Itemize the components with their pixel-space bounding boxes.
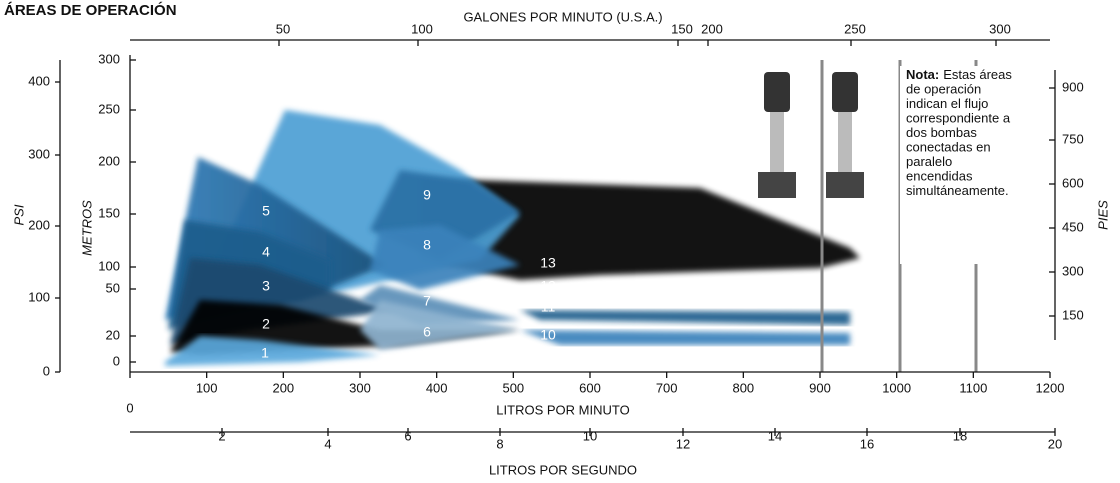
lpm-tick-label: 0 xyxy=(126,400,133,415)
metros-tick-label: 150 xyxy=(98,205,120,220)
top-tick-label: 150 xyxy=(671,21,693,36)
metros-tick-label: 300 xyxy=(98,51,120,66)
area-label: 6 xyxy=(423,324,431,340)
lpm-label: LITROS POR MINUTO xyxy=(496,402,629,417)
pump-images xyxy=(758,72,864,198)
pies-tick-label: 150 xyxy=(1062,307,1084,322)
note-line: paralelo xyxy=(906,154,952,169)
lpm-tick-label: 800 xyxy=(732,380,754,395)
area-label: 10 xyxy=(540,327,556,343)
psi-tick-label: 300 xyxy=(28,146,50,161)
note-line: correspondiente a xyxy=(906,111,1011,126)
note-line: conectadas en xyxy=(906,140,991,155)
lpm-tick-label: 400 xyxy=(426,380,448,395)
note-line: simultáneamente. xyxy=(906,183,1009,198)
lpm-tick-label: 1000 xyxy=(882,380,911,395)
lps-tick-label: 8 xyxy=(496,436,503,451)
note-line: dos bombas xyxy=(906,125,977,140)
lps-tick-label: 14 xyxy=(768,428,782,443)
lpm-tick-label: 900 xyxy=(809,380,831,395)
pies-tick-label: 300 xyxy=(1062,263,1084,278)
note: Nota: Estas áreas de operación indican el f… xyxy=(906,67,1012,198)
lps-tick-label: 16 xyxy=(860,436,874,451)
note-line: indican el flujo xyxy=(906,96,988,111)
area-shape xyxy=(360,300,520,350)
note-line: encendidas xyxy=(906,169,973,184)
metros-tick-label: 20 xyxy=(106,327,120,342)
lps-tick-label: 10 xyxy=(583,428,597,443)
area-label: 11 xyxy=(541,299,556,315)
note-heading: Nota: xyxy=(906,67,939,82)
top-tick-label: 250 xyxy=(844,21,866,36)
lpm-tick-label: 700 xyxy=(656,380,678,395)
title: ÁREAS DE OPERACIÓN xyxy=(4,1,177,19)
metros-label: METROS xyxy=(79,200,94,256)
top-tick-label: 100 xyxy=(411,21,433,36)
area-label: 3 xyxy=(262,278,270,294)
area-shape xyxy=(520,310,850,325)
top-tick-label: 200 xyxy=(701,21,723,36)
area-label: 2 xyxy=(262,316,270,332)
pies-tick-label: 900 xyxy=(1062,79,1084,94)
metros-tick-label: 50 xyxy=(106,280,120,295)
pies-tick-label: 600 xyxy=(1062,175,1084,190)
lps-label: LITROS POR SEGUNDO xyxy=(489,462,637,477)
psi-tick-label: 400 xyxy=(28,73,50,88)
area-label: 7 xyxy=(423,293,431,309)
area-label: 8 xyxy=(423,237,431,253)
lps-tick-label: 12 xyxy=(676,436,690,451)
psi-tick-label: 100 xyxy=(28,289,50,304)
lpm-tick-label: 300 xyxy=(349,380,371,395)
top-tick-label: 50 xyxy=(276,21,290,36)
lpm-tick-label: 500 xyxy=(502,380,524,395)
pies-label: PIES xyxy=(1095,200,1110,230)
psi-tick-label: 0 xyxy=(43,363,50,378)
lpm-tick-label: 1200 xyxy=(1036,380,1065,395)
area-shape xyxy=(420,178,860,280)
area-label: 5 xyxy=(262,203,270,219)
area-shape xyxy=(520,330,850,345)
lpm-tick-label: 100 xyxy=(196,380,218,395)
metros-tick-label: 0 xyxy=(113,353,120,368)
lpm-tick-label: 1100 xyxy=(959,380,987,395)
lps-tick-label: 20 xyxy=(1048,436,1062,451)
note-line: de operación xyxy=(906,82,981,97)
areas xyxy=(165,110,860,366)
lpm-tick-label: 200 xyxy=(272,380,294,395)
psi-tick-label: 200 xyxy=(28,217,50,232)
area-label: 12 xyxy=(540,278,556,294)
pies-tick-label: 450 xyxy=(1062,219,1084,234)
metros-tick-label: 200 xyxy=(98,153,120,168)
metros-tick-label: 250 xyxy=(98,101,120,116)
area-shape xyxy=(370,225,520,290)
lpm-tick-label: 600 xyxy=(579,380,601,395)
lps-tick-label: 4 xyxy=(324,436,331,451)
note-line: Estas áreas xyxy=(943,67,1012,82)
metros-tick-label: 100 xyxy=(98,258,120,273)
area-label: 4 xyxy=(262,244,270,260)
top-axis-label: GALONES POR MINUTO (U.S.A.) xyxy=(463,9,662,24)
lps-tick-label: 18 xyxy=(953,428,967,443)
area-label: 13 xyxy=(540,255,556,271)
note-box xyxy=(900,66,1048,264)
area-label: 1 xyxy=(261,345,269,361)
area-label: 9 xyxy=(423,187,431,203)
lps-tick-label: 2 xyxy=(218,428,225,443)
psi-label: PSI xyxy=(11,204,26,225)
pies-tick-label: 750 xyxy=(1062,131,1084,146)
area-shape xyxy=(165,336,380,366)
top-tick-label: 300 xyxy=(989,21,1011,36)
lps-tick-label: 6 xyxy=(404,428,411,443)
